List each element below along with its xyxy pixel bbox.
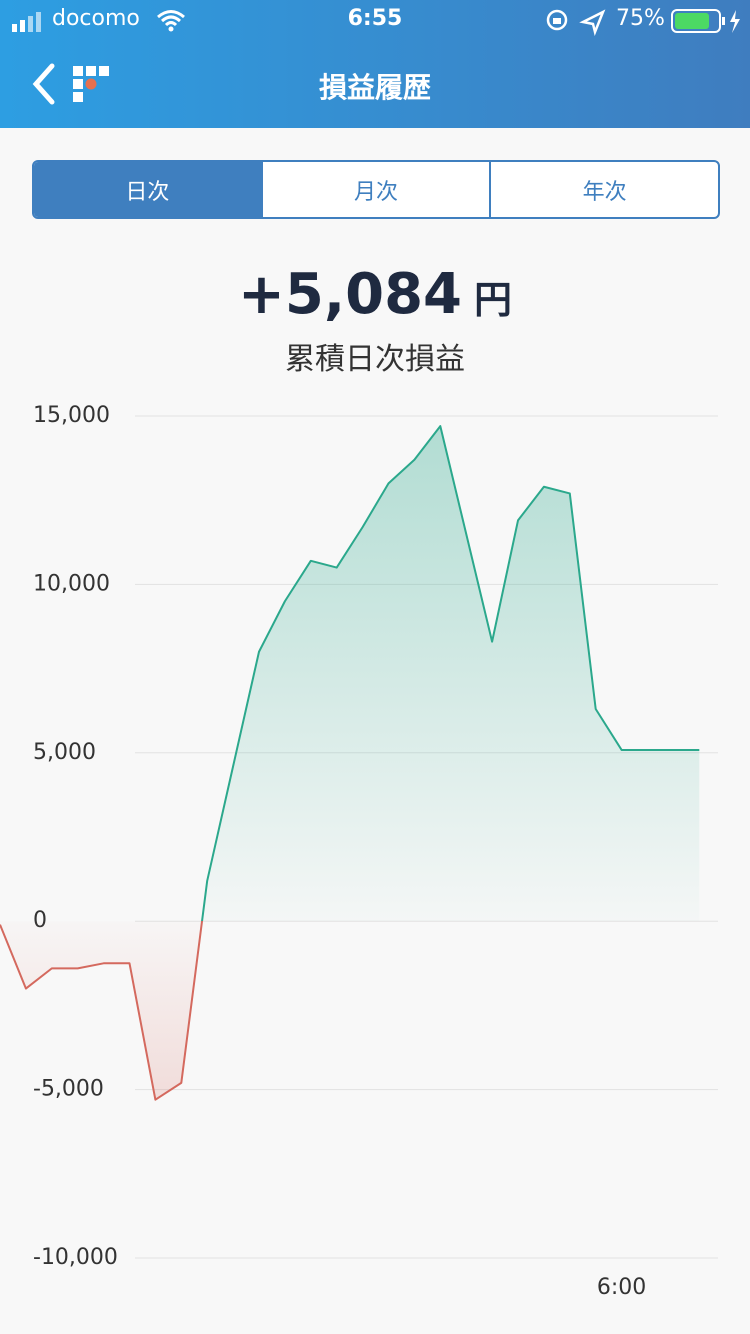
y-tick-label: -10,000	[33, 1245, 118, 1270]
total-caption: 累積日次損益	[285, 342, 465, 377]
total-profit: +5,084 円	[0, 262, 750, 327]
y-tick-label: -5,000	[33, 1077, 104, 1102]
signal-icon	[12, 12, 41, 32]
x-tick-label: 6:00	[597, 1275, 646, 1300]
y-tick-label: 15,000	[33, 403, 110, 428]
back-button[interactable]	[28, 60, 118, 110]
tab[interactable]: 年次	[489, 162, 718, 217]
total-value: +5,084	[237, 262, 463, 327]
period-tabs: 日次 月次 年次	[32, 160, 720, 219]
nav-bar: docomo 6:55 75% 損益履歴	[0, 0, 750, 128]
wifi-icon	[157, 10, 185, 32]
clock: 6:55	[347, 6, 403, 31]
tab[interactable]: 月次	[260, 162, 490, 217]
total-unit: 円	[474, 278, 513, 322]
header-title: 損益履歴	[318, 71, 431, 104]
area	[0, 426, 700, 1100]
y-tick-label: 10,000	[33, 571, 110, 596]
status-icons	[546, 9, 606, 36]
battery-percent: 75%	[616, 6, 665, 31]
y-tick-label: 5,000	[33, 740, 96, 765]
carrier: docomo	[52, 6, 140, 31]
line	[0, 425, 700, 1101]
tab[interactable]: 日次	[34, 162, 261, 217]
battery-icon	[671, 9, 740, 33]
